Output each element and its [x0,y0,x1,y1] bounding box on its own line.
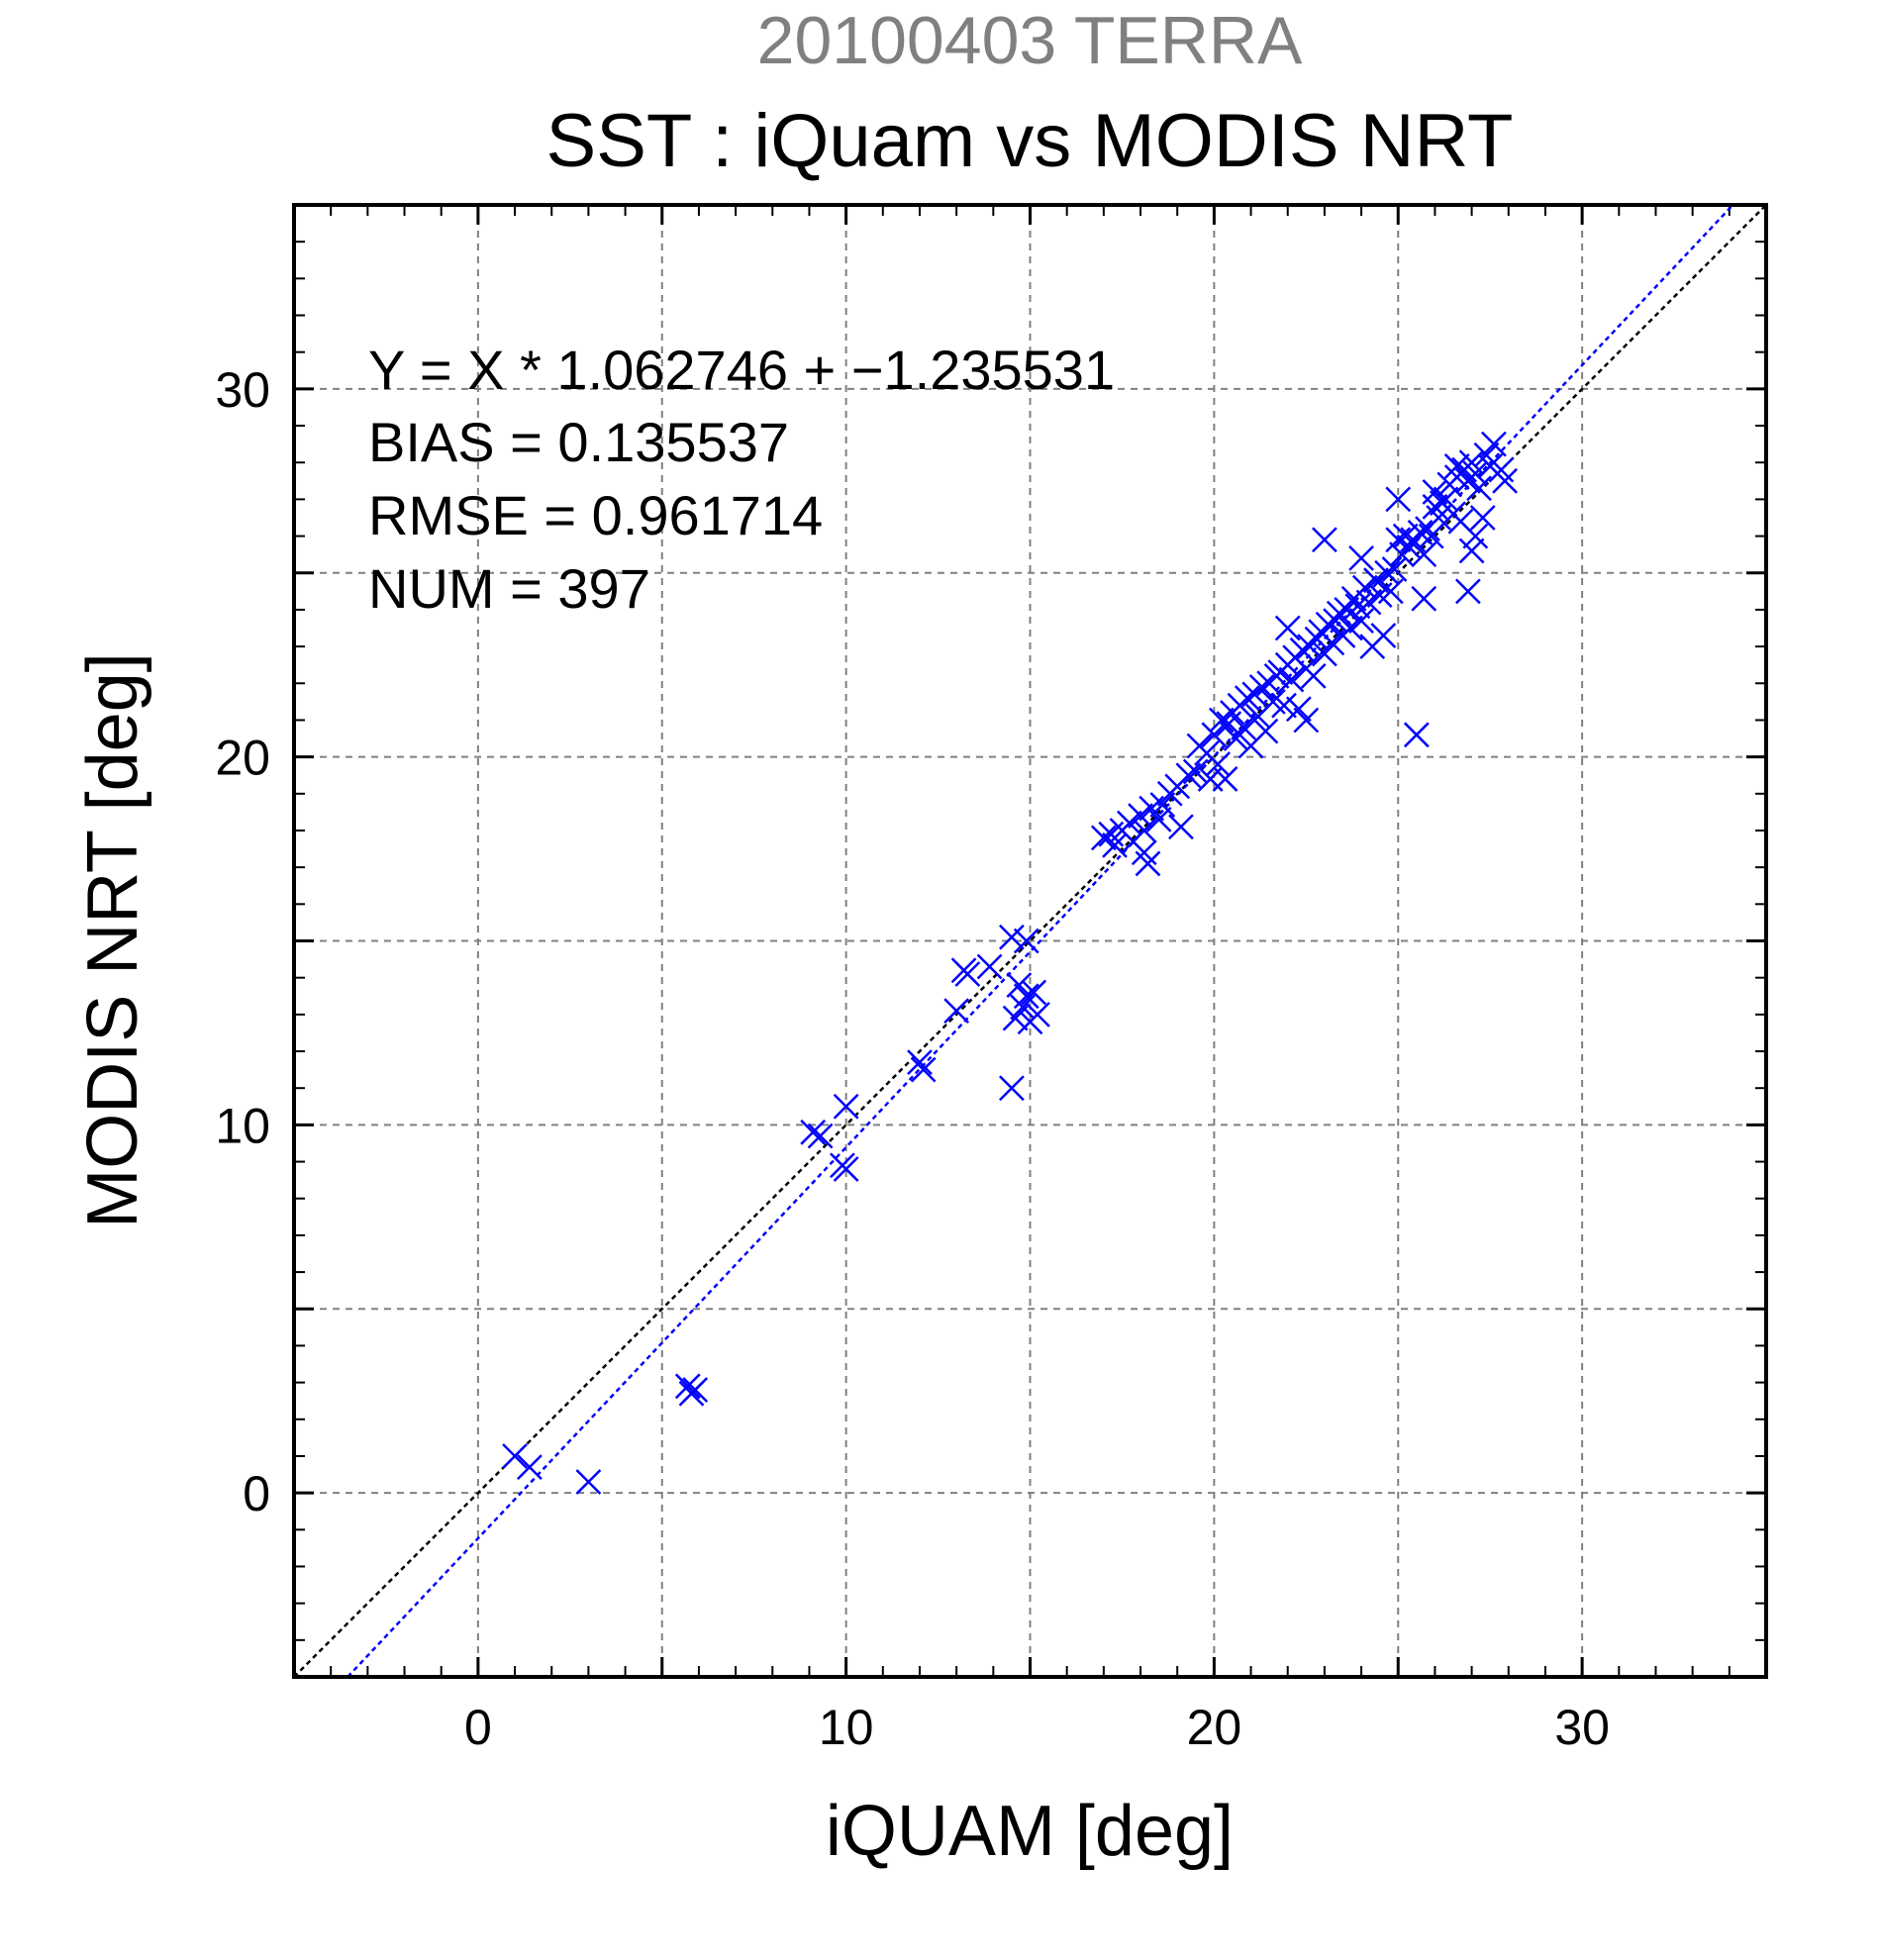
scatter-point [999,924,1025,950]
scatter-point [1355,589,1382,616]
tick-labels: 0 10 20 30 0 10 20 30 [215,362,1610,1755]
x-tick-label: 30 [1554,1700,1610,1755]
scatter-point [1385,486,1412,513]
scatter-point [999,1075,1025,1102]
scatter-point [1348,608,1374,634]
scatter-point [1149,792,1176,818]
scatter-point [1312,527,1337,553]
scatter-point [1351,574,1378,601]
x-tick-label: 10 [819,1700,874,1755]
y-tick-label: 20 [215,731,270,786]
scatter-point [1454,578,1481,605]
stats-regression: Y = X * 1.062746 + −1.235531 [368,339,1115,401]
y-axis-label: MODIS NRT [deg] [73,652,152,1228]
scatter-point [954,961,981,987]
scatter-point [1231,715,1256,740]
plot-frame [292,203,1768,1679]
scatter-point [682,1377,709,1403]
y-tick-label: 0 [243,1466,270,1521]
scatter-point [1201,722,1228,748]
scatter-point [1337,615,1363,641]
scatter-point [575,1469,602,1495]
scatter-point [1271,692,1297,719]
scatter-point [1090,825,1117,851]
scatter-point [1145,806,1172,833]
scatter-point [1426,505,1452,531]
x-tick-label: 0 [464,1700,492,1755]
scatter-point [502,1443,528,1469]
scatter-point [800,1119,827,1145]
scatter-point [1025,1001,1050,1028]
scatter-point [1466,475,1492,502]
scatter-point [1300,662,1327,689]
scatter-point [1411,541,1437,568]
scatter-point [1175,762,1202,789]
scatter-point [910,1056,937,1083]
scatter-point [1002,1005,1029,1031]
scatter-point [1131,818,1157,843]
scatter-point [1278,666,1305,693]
scatter-point [1377,578,1404,605]
x-axis-label: iQUAM [deg] [826,1792,1234,1871]
scatter-point [1205,751,1231,777]
y-tick-label: 30 [215,362,270,418]
scatter-point [1381,556,1408,582]
scatter-point [907,1049,933,1076]
scatter-point [1481,431,1507,457]
scatter-point [1462,460,1489,487]
scatter-point [674,1373,701,1400]
reference-lines [293,204,1767,1678]
scatter-point [1458,538,1485,564]
x-tick-label: 20 [1187,1700,1242,1755]
scatter-point [976,953,1003,980]
chart-date-title: 20100403 TERRA [757,3,1303,78]
scatter-point [1363,567,1389,594]
scatter-point [833,1093,859,1120]
scatter-point [1370,623,1397,648]
scatter-point [1319,630,1345,656]
scatter-point [1433,486,1459,513]
scatter-point [1013,983,1040,1010]
scatter-point [1285,696,1312,723]
stats-bias: BIAS = 0.135537 [368,411,789,473]
scatter-point [1293,707,1320,734]
scatter-point [1274,615,1301,641]
scatter-point [943,998,970,1025]
scatter-point [1234,685,1260,712]
scatter-point [833,1156,859,1182]
scatter-point [1348,544,1374,571]
chart-title: SST : iQuam vs MODIS NRT [546,99,1514,183]
stats-num: NUM = 397 [368,557,650,620]
scatter-point [1182,758,1209,785]
scatter-points [502,431,1518,1495]
scatter-point [1422,479,1448,505]
grid-lines [294,205,1766,1677]
scatter-point [1411,585,1437,612]
scatter-point [1128,803,1153,829]
scatter-point [1013,928,1040,954]
scatter-point [1492,467,1518,494]
y-tick-label: 10 [215,1098,270,1153]
scatter-point [1168,814,1194,840]
scatter-point [1223,726,1249,751]
scatter-point [517,1454,543,1480]
scatter-point [1212,766,1238,792]
scatter-point [1462,523,1489,549]
scatter-point [1418,523,1444,549]
scatter-point [1403,722,1430,748]
scatter-point [1469,505,1496,531]
scatter-point [1131,839,1157,866]
scatter-point [1006,972,1033,998]
scatter-point [1252,718,1279,744]
stats-rmse: RMSE = 0.961714 [368,484,823,546]
scatter-point [807,1123,834,1149]
scatter-point [1248,674,1275,700]
fit-line [346,204,1734,1678]
stats-block: Y = X * 1.062746 + −1.235531 BIAS = 0.13… [368,339,1115,620]
scatter-point [1443,453,1470,479]
scatter-point [1208,707,1235,734]
scatter-point [1021,979,1047,1006]
